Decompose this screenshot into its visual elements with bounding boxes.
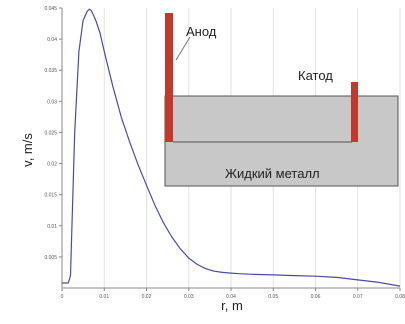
electrode-schematic: Анод Катод Жидкий металл: [164, 13, 399, 187]
cathode-electrode: [351, 82, 358, 142]
velocity-profile-line: [62, 8, 401, 287]
liquid-metal-box: [164, 95, 399, 187]
anode-label-leader: [175, 36, 191, 61]
y-tick-label: 0.005: [44, 255, 57, 261]
x-tick-label: 0.01: [99, 294, 109, 300]
x-tick-label: 0.06: [311, 294, 321, 300]
y-tick-label: 0.02: [47, 162, 57, 168]
anode-electrode: [165, 13, 173, 142]
y-tick-label: 0.03: [47, 99, 57, 105]
cathode-label: Катод: [298, 68, 333, 83]
y-tick-label: 0.035: [44, 68, 57, 74]
x-axis-title: r, m: [221, 298, 243, 313]
x-tick-label: 0.04: [226, 294, 236, 300]
ticks-layer: 0 0.01 0.02 0.03 0.04 0.05 0.06 0.07 0.08 0.005 0.…: [44, 6, 405, 300]
liquid-metal-label: Жидкий металл: [225, 166, 320, 181]
y-tick-label: 0.015: [44, 193, 57, 199]
x-tick-label: 0.03: [184, 294, 194, 300]
series-layer: [62, 8, 401, 287]
y-tick-label: 0.025: [44, 130, 57, 136]
x-tick-label: 0.05: [268, 294, 278, 300]
x-tick-label: 0.07: [353, 294, 363, 300]
y-axis-title: v, m/s: [20, 133, 35, 167]
anode-label: Анод: [186, 24, 217, 39]
x-tick-label: 0: [61, 294, 64, 300]
x-tick-label: 0.02: [142, 294, 152, 300]
x-tick-label: 0.08: [395, 294, 405, 300]
y-tick-label: 0.04: [47, 37, 57, 43]
y-tick-label: 0.01: [47, 224, 57, 230]
y-tick-label: 0.045: [44, 6, 57, 12]
